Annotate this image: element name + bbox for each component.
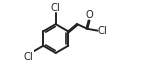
Text: O: O (85, 10, 93, 20)
Text: Cl: Cl (51, 3, 61, 13)
Text: Cl: Cl (24, 52, 33, 61)
Text: Cl: Cl (98, 26, 108, 36)
